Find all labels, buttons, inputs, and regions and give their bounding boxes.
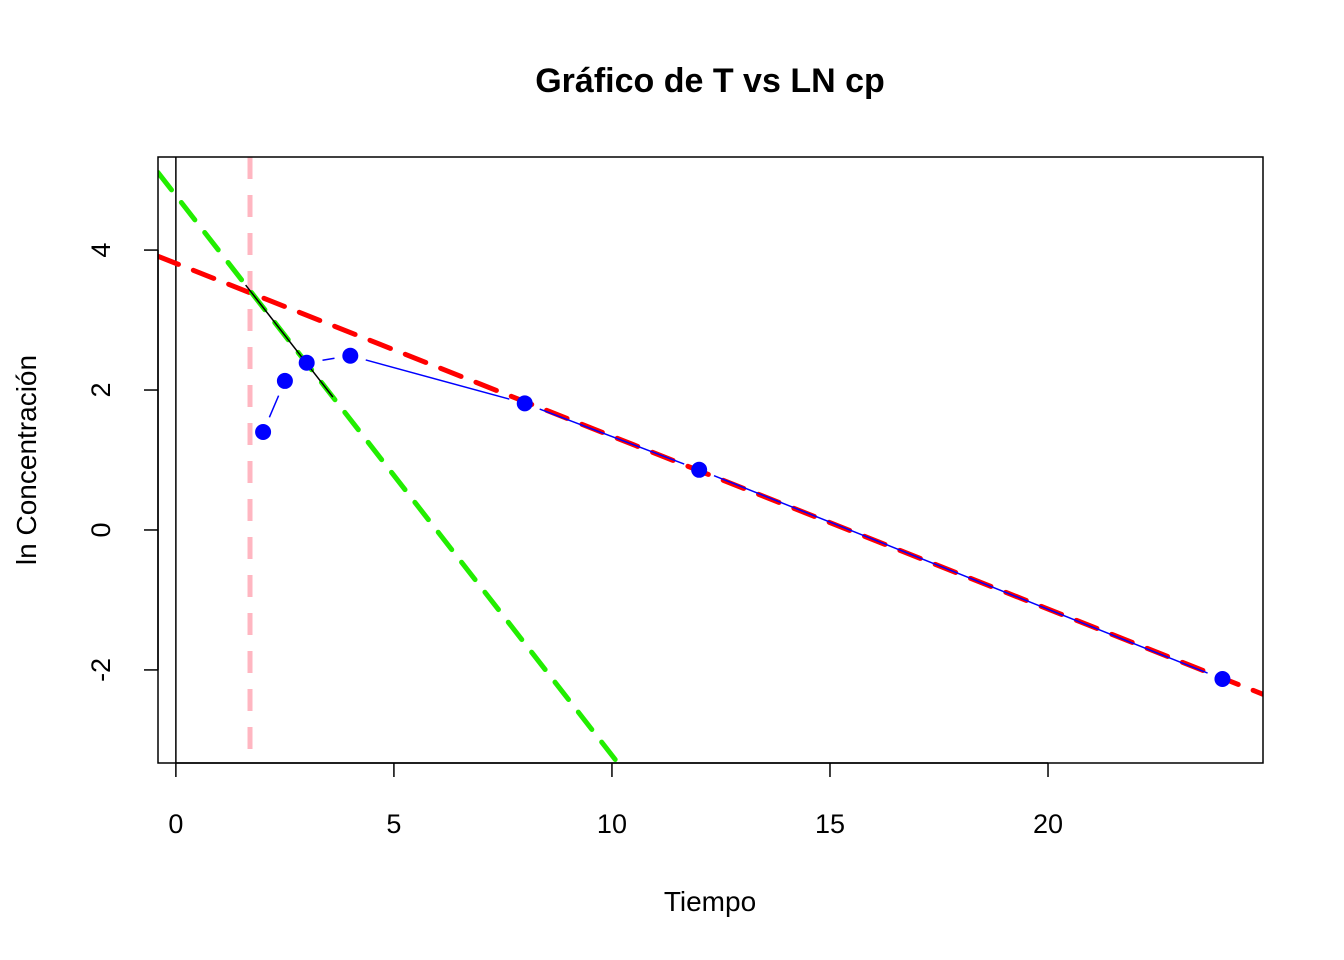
y-axis-label: ln Concentración xyxy=(11,355,42,565)
data-point xyxy=(342,347,359,364)
x-tick-label: 20 xyxy=(1033,809,1063,839)
series-line-segment xyxy=(322,357,335,361)
regression-line xyxy=(158,170,621,763)
x-tick-label: 0 xyxy=(168,809,183,839)
series-line-segment xyxy=(539,408,685,465)
data-point xyxy=(276,372,293,389)
y-tick-label: -2 xyxy=(86,658,116,682)
series-line-segment xyxy=(268,395,280,418)
series-line-segment xyxy=(365,359,510,400)
x-tick-label: 5 xyxy=(386,809,401,839)
y-tick-label: 4 xyxy=(86,243,116,258)
x-tick-label: 15 xyxy=(815,809,845,839)
data-point xyxy=(255,424,272,441)
x-axis-label: Tiempo xyxy=(664,886,756,917)
y-tick-label: 2 xyxy=(86,383,116,398)
data-point xyxy=(691,461,708,478)
plot-frame xyxy=(157,156,1264,764)
data-point xyxy=(516,395,533,412)
series-line-segment xyxy=(713,475,1208,674)
y-tick-label: 0 xyxy=(86,522,116,537)
data-point xyxy=(298,354,315,371)
data-point xyxy=(1214,671,1231,688)
x-tick-label: 10 xyxy=(597,809,627,839)
segment-line xyxy=(245,284,334,398)
chart-title: Gráfico de T vs LN cp xyxy=(535,62,885,100)
